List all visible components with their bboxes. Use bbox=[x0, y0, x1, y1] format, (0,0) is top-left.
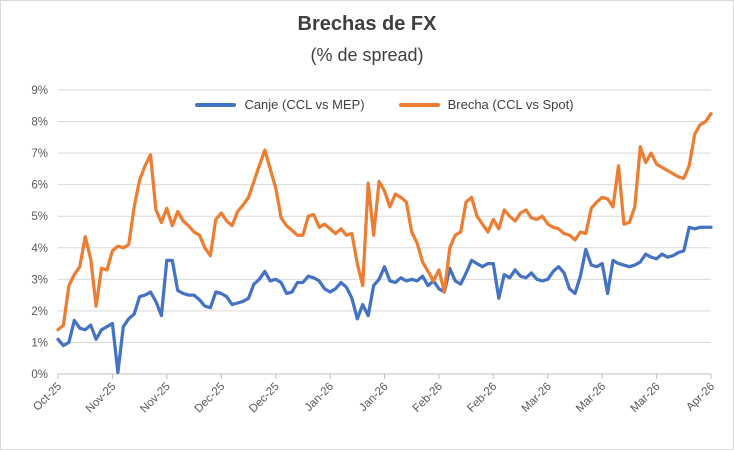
legend-item-brecha: Brecha (CCL vs Spot) bbox=[398, 97, 574, 112]
x-axis-tick-label: Dec-25 bbox=[247, 381, 282, 416]
x-axis-tick-label: Mar-26 bbox=[628, 381, 662, 415]
legend-line-sample-brecha bbox=[398, 102, 440, 107]
x-axis-tick-label: Feb-26 bbox=[465, 381, 499, 415]
y-axis-tick-label: 6% bbox=[31, 180, 48, 192]
legend-line-sample-canje bbox=[195, 102, 237, 107]
y-axis-tick-label: 1% bbox=[31, 337, 48, 349]
y-axis-tick-label: 9% bbox=[31, 85, 48, 97]
legend-label-brecha: Brecha (CCL vs Spot) bbox=[447, 97, 574, 112]
y-axis-tick-label: 4% bbox=[31, 243, 48, 255]
chart-subtitle: (% de spread) bbox=[310, 45, 424, 65]
x-axis-tick-label: Feb-26 bbox=[411, 381, 445, 415]
x-axis-tick-label: Jan-26 bbox=[303, 381, 336, 414]
y-axis-tick-label: 5% bbox=[31, 211, 48, 223]
y-axis-tick-label: 8% bbox=[31, 117, 48, 129]
x-axis-tick-label: Jan-26 bbox=[357, 381, 390, 414]
y-axis-tick-label: 7% bbox=[31, 148, 48, 160]
x-axis-tick-label: Mar-26 bbox=[520, 381, 554, 415]
y-axis-tick-label: 3% bbox=[31, 274, 48, 286]
x-axis-tick-label: Apr-26 bbox=[684, 381, 717, 414]
x-axis-tick-label: Dec-25 bbox=[193, 381, 228, 416]
chart-legend: Canje (CCL vs MEP) Brecha (CCL vs Spot) bbox=[58, 97, 711, 112]
series-line-canje bbox=[56, 225, 713, 375]
y-axis-tick-label: 2% bbox=[31, 306, 48, 318]
x-axis-tick-label: Oct-25 bbox=[31, 381, 64, 414]
y-axis-tick-label: 0% bbox=[31, 369, 48, 381]
chart-title: Brechas de FX bbox=[297, 13, 437, 35]
x-axis-tick-label: Mar-26 bbox=[574, 381, 608, 415]
x-axis-tick-label: Nov-25 bbox=[84, 381, 119, 416]
legend-item-canje: Canje (CCL vs MEP) bbox=[195, 97, 365, 112]
series-line-brecha bbox=[56, 112, 713, 332]
x-axis-tick-label: Nov-25 bbox=[138, 381, 173, 416]
legend-label-canje: Canje (CCL vs MEP) bbox=[244, 97, 365, 112]
